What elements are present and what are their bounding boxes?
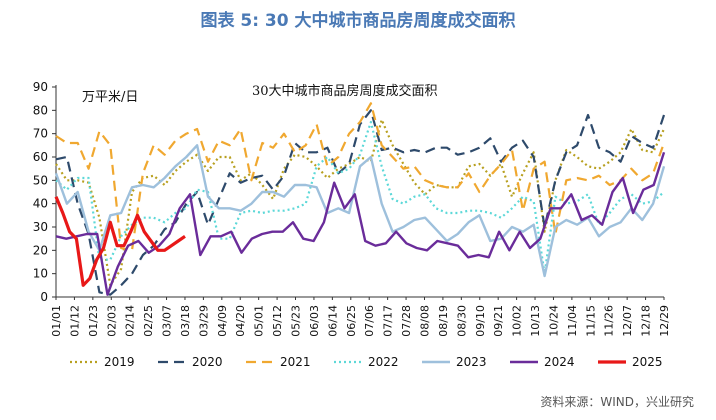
legend-label-2025: 2025 [632, 355, 663, 369]
x-tick-label: 05/12 [271, 305, 284, 337]
x-tick-label: 12/29 [658, 305, 671, 337]
figure-title: 图表 5: 30 大中城市商品房周度成交面积 [200, 11, 516, 31]
y-tick-label: 50 [33, 173, 48, 187]
x-tick-label: 07/28 [400, 305, 413, 337]
y-tick-label: 70 [33, 127, 48, 141]
series-line-2023 [54, 144, 666, 278]
legend-label-2020: 2020 [192, 355, 223, 369]
series-line-2022 [55, 120, 665, 275]
x-tick-label: 01/23 [87, 305, 100, 337]
x-tick-label: 08/19 [437, 305, 450, 337]
x-tick-label: 03/18 [179, 305, 192, 337]
x-tick-label: 12/18 [640, 305, 653, 337]
x-tick-label: 03/07 [161, 305, 174, 337]
x-tick-label: 01/12 [68, 305, 81, 337]
y-axis-label: 万平米/日 [82, 90, 138, 105]
x-tick-label: 07/06 [363, 305, 376, 337]
y-tick-label: 30 [33, 220, 48, 234]
x-tick-label: 02/25 [142, 305, 155, 337]
x-tick-label: 06/03 [308, 305, 321, 337]
x-tick-label: 10/02 [511, 305, 524, 337]
y-tick-label: 80 [33, 103, 48, 117]
x-tick-label: 05/01 [253, 305, 266, 337]
x-tick-label: 04/09 [216, 305, 229, 337]
legend: 2019 2020 2021 2022 2023 2024 2025 [70, 355, 663, 369]
series-lines [54, 102, 666, 296]
series-line-2021 [55, 102, 666, 252]
legend-label-2024: 2024 [544, 355, 575, 369]
x-tick-label: 09/10 [474, 305, 487, 337]
x-tick-label: 12/07 [621, 305, 634, 337]
legend-label-2019: 2019 [104, 355, 135, 369]
y-tick-label: 0 [40, 290, 48, 304]
x-tick-label: 11/15 [584, 305, 597, 337]
x-tick-label: 10/24 [547, 305, 560, 337]
x-tick-label: 02/03 [105, 305, 118, 337]
legend-label-2023: 2023 [456, 355, 487, 369]
x-tick-label: 06/25 [345, 305, 358, 337]
x-tick-label: 08/30 [455, 305, 468, 337]
x-tick-label: 11/26 [603, 305, 616, 337]
x-tick-label: 06/14 [326, 305, 339, 337]
axes: 0 10 20 30 40 50 60 70 80 90 01/01 01/12 01/23 02/03 0… [33, 80, 671, 337]
y-tick-label: 90 [33, 80, 48, 94]
chart-title: 30大中城市商品房周度成交面积 [252, 83, 438, 99]
series-line-2020 [55, 109, 666, 296]
x-tick-label: 11/04 [566, 305, 579, 337]
x-tick-label: 01/01 [50, 305, 63, 337]
y-tick-label: 40 [33, 197, 48, 211]
x-tick-label: 04/20 [234, 305, 247, 337]
y-tick-label: 20 [33, 243, 48, 257]
series-line-2024 [55, 151, 666, 296]
x-tick-label: 10/13 [529, 305, 542, 337]
x-tick-label: 07/17 [382, 305, 395, 337]
legend-label-2021: 2021 [280, 355, 311, 369]
x-tick-label: 03/29 [197, 305, 210, 337]
x-tick-label: 09/21 [492, 305, 505, 337]
y-tick-label: 60 [33, 150, 48, 164]
x-tick-label: 08/08 [418, 305, 431, 337]
y-tick-label: 10 [33, 267, 48, 281]
x-tick-label: 02/14 [124, 305, 137, 337]
series-line-2025 [54, 196, 186, 287]
legend-label-2022: 2022 [368, 355, 399, 369]
x-tick-label: 05/23 [290, 305, 303, 337]
source-note: 资料来源：WIND，兴业研究 [540, 395, 694, 409]
series-line-2019 [55, 118, 665, 287]
